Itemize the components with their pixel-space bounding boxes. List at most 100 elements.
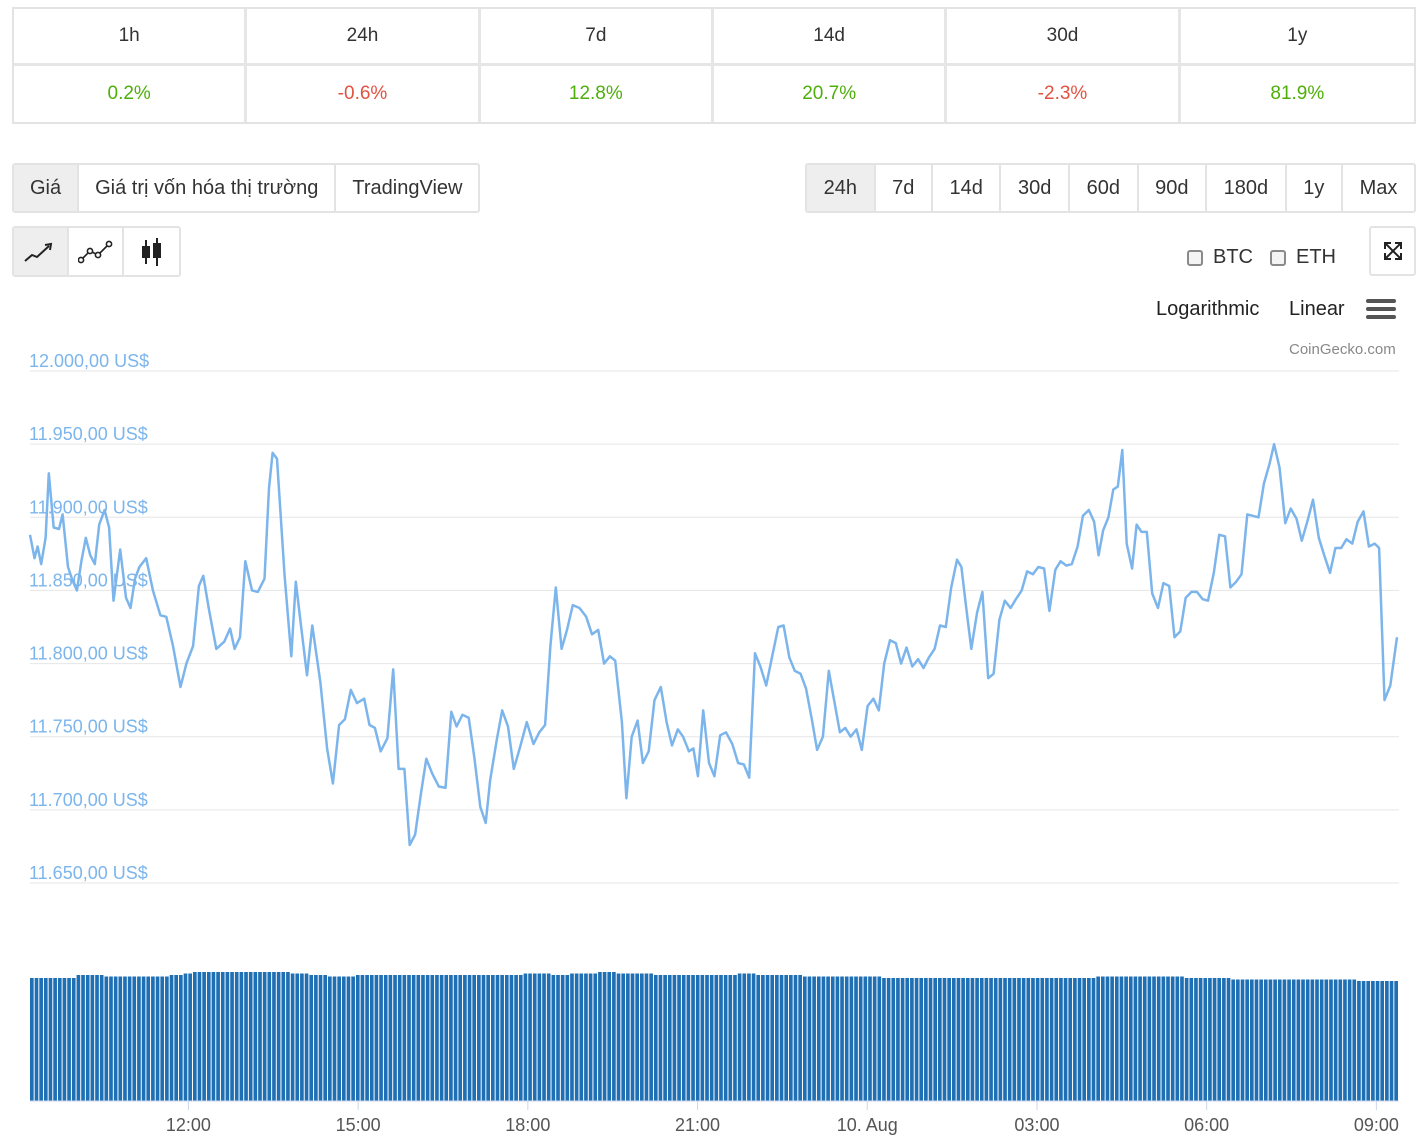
volume-bar	[421, 975, 425, 1101]
point-line-chart-button[interactable]	[69, 228, 124, 275]
volume-bar	[984, 978, 989, 1101]
volume-bar	[472, 975, 477, 1101]
tab-giá-trị-vốn-hóa-thị-trường[interactable]: Giá trị vốn hóa thị trường	[79, 165, 337, 211]
volume-bar	[458, 975, 463, 1101]
candlestick-chart-button[interactable]	[124, 228, 179, 275]
volume-bar	[1277, 979, 1282, 1101]
range-tab-14d[interactable]: 14d	[933, 165, 1002, 211]
volume-bar	[854, 976, 858, 1101]
volume-bar	[523, 973, 528, 1101]
volume-bar	[500, 975, 504, 1101]
x-tick-label: 15:00	[336, 1115, 381, 1135]
tab-tradingview[interactable]: TradingView	[352, 176, 463, 199]
chart-credit[interactable]: CoinGecko.com	[1289, 341, 1396, 358]
volume-bar	[1021, 978, 1026, 1101]
volume-bar	[649, 973, 653, 1101]
volume-bar	[309, 975, 314, 1101]
volume-bar	[1385, 981, 1389, 1101]
volume-bar	[169, 975, 174, 1101]
volume-bar	[71, 978, 76, 1101]
checkbox-box[interactable]	[1187, 249, 1203, 266]
range-tab-180d[interactable]: 180d	[1207, 165, 1287, 211]
volume-bar	[532, 973, 537, 1101]
volume-bar	[407, 975, 411, 1101]
volume-bar	[1128, 976, 1133, 1101]
volume-bar	[919, 978, 924, 1101]
volume-bar	[607, 972, 612, 1101]
volume-bar	[90, 975, 95, 1101]
expand-icon	[1383, 242, 1402, 260]
tab-giá[interactable]: Giá	[14, 165, 80, 211]
volume-bar	[1124, 976, 1128, 1101]
volume-bar	[924, 978, 928, 1101]
volume-bar	[602, 972, 607, 1101]
volume-bar	[1100, 976, 1105, 1101]
volume-bar	[1110, 976, 1114, 1101]
volume-bar	[509, 975, 514, 1101]
range-tab-1y[interactable]: 1y	[1287, 165, 1343, 211]
volume-bar	[113, 976, 118, 1101]
volume-bar	[1263, 979, 1268, 1101]
volume-bar	[1096, 976, 1100, 1101]
volume-bar	[1329, 979, 1333, 1101]
volume-bar	[1156, 976, 1161, 1101]
volume-bar	[1012, 978, 1017, 1101]
volume-bar	[1208, 978, 1212, 1101]
change-value: 0.2%	[14, 66, 248, 122]
volume-bar	[765, 975, 770, 1101]
volume-bar	[784, 975, 789, 1101]
volume-bar	[286, 972, 290, 1101]
volume-bar	[1026, 978, 1031, 1101]
compare-btc-checkbox[interactable]: BTC	[1187, 246, 1253, 269]
logarithmic-scale-button[interactable]: Logarithmic	[1156, 298, 1260, 320]
price-line[interactable]	[28, 442, 1399, 847]
fullscreen-button[interactable]	[1369, 226, 1416, 276]
price-change-table: 1h 24h 7d 14d 30d 1y 0.2% -0.6% 12.8% 20.7% -2.3% 8…	[12, 7, 1416, 124]
range-tab-24h[interactable]: 24h	[807, 165, 876, 211]
linear-scale-button[interactable]: Linear	[1289, 298, 1345, 320]
range-tab-60d[interactable]: 60d	[1070, 165, 1139, 211]
volume-bar	[490, 975, 495, 1101]
volume-bar	[1268, 979, 1273, 1101]
volume-bar	[747, 973, 751, 1101]
range-tab-90d[interactable]: 90d	[1139, 165, 1208, 211]
compare-eth-checkbox[interactable]: ETH	[1270, 246, 1336, 269]
volume-bar	[775, 975, 779, 1101]
hamburger-icon	[1366, 299, 1396, 303]
volume-bar	[449, 975, 453, 1101]
volume-bar	[179, 975, 183, 1101]
volume-bar	[938, 978, 942, 1101]
line-chart-button[interactable]	[14, 228, 69, 275]
volume-bar	[1310, 979, 1315, 1101]
volume-bar	[95, 975, 99, 1101]
volume-bar	[383, 975, 388, 1101]
volume-bar	[1003, 978, 1007, 1101]
volume-bar	[1170, 976, 1175, 1101]
volume-bar	[1142, 976, 1147, 1101]
x-tick-label: 18:00	[505, 1115, 550, 1135]
volume-bar	[481, 975, 486, 1101]
volume-bar	[81, 975, 85, 1101]
range-tab-7d[interactable]: 7d	[876, 165, 933, 211]
volume-bar	[467, 975, 472, 1101]
change-period-header: 1y	[1180, 9, 1414, 66]
chart-menu-button[interactable]	[1366, 299, 1396, 321]
volume-bar	[691, 975, 695, 1101]
volume-bar	[705, 975, 709, 1101]
y-tick-label: 11.700,00 US$	[29, 790, 148, 810]
volume-bar	[770, 975, 775, 1101]
volume-bar	[844, 976, 849, 1101]
volume-bar	[109, 976, 113, 1101]
checkbox-box[interactable]	[1270, 249, 1286, 266]
volume-bar	[868, 976, 872, 1101]
range-tab-max[interactable]: Max	[1359, 176, 1398, 199]
volume-bar	[914, 978, 919, 1101]
chart-type-tabs	[12, 226, 181, 277]
volume-bar	[1063, 978, 1068, 1101]
range-tab-30d[interactable]: 30d	[1001, 165, 1070, 211]
volume-bar	[444, 975, 449, 1101]
volume-bar	[425, 975, 430, 1101]
volume-bar	[1175, 976, 1180, 1101]
volume-bar	[76, 975, 81, 1101]
change-value: 81.9%	[1270, 83, 1325, 104]
